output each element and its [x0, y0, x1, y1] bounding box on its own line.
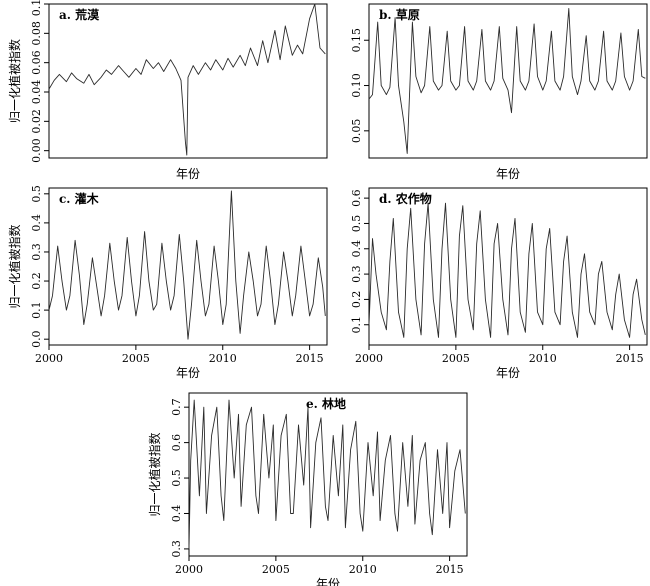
x-tick-label: 2000 — [35, 352, 63, 365]
series-line — [48, 190, 326, 340]
x-tick-label: 2010 — [529, 352, 557, 365]
y-tick-label: 0.06 — [30, 50, 43, 75]
x-tick-label: 2000 — [355, 352, 383, 365]
y-axis-title: 归一化植被指数 — [147, 432, 162, 516]
y-tick-label: 0.10 — [350, 73, 363, 98]
x-axis-title: 年份 — [496, 366, 520, 380]
series-line — [48, 3, 326, 156]
y-tick-label: 0.4 — [170, 505, 183, 523]
y-tick-label: 0.0 — [30, 330, 43, 348]
x-axis-title: 年份 — [496, 167, 520, 181]
series-line — [368, 8, 646, 154]
panel-b: 0.05 0.10 0.15 年份 b. 草原 — [350, 3, 648, 181]
y-tick-label: 0.3 — [30, 243, 43, 260]
panel-label: b. 草原 — [379, 7, 420, 22]
x-tick-label: 2015 — [436, 563, 464, 576]
y-tick-label: 0.3 — [170, 540, 183, 558]
panel-label: c. 灌木 — [59, 191, 100, 206]
y-tick-label: 0.4 — [350, 240, 363, 258]
y-tick-label: 0.7 — [170, 398, 183, 416]
y-tick-label: 0.2 — [350, 291, 363, 309]
x-axis-title: 年份 — [176, 167, 200, 181]
y-tick-label: 0.5 — [170, 469, 183, 487]
panel-d: 0.1 0.2 0.3 0.4 0.5 0.6 2000 2005 2010 2015 年份 d. 农… — [350, 187, 648, 380]
y-tick-label: 0.6 — [170, 434, 183, 452]
x-tick-label: 2005 — [122, 352, 150, 365]
y-axis-title: 归一化植被指数 — [7, 39, 22, 123]
x-axis-title: 年份 — [176, 366, 200, 380]
y-tick-label: 0.5 — [350, 215, 363, 233]
x-tick-label: 2005 — [442, 352, 470, 365]
plot-frame — [368, 187, 648, 346]
panel-label: a. 荒漠 — [59, 7, 100, 22]
y-tick-label: 0.4 — [30, 214, 43, 232]
panel-c: 0.0 0.1 0.2 0.3 0.4 0.5 2000 2005 2010 2015 年份 归一化植… — [7, 185, 328, 380]
y-axis-title: 归一化植被指数 — [7, 224, 22, 308]
x-tick-label: 2010 — [349, 563, 377, 576]
panel-label: d. 农作物 — [379, 191, 432, 206]
y-tick-label: 0.6 — [350, 189, 363, 207]
x-axis-title: 年份 — [316, 577, 340, 586]
y-tick-label: 0.2 — [30, 272, 43, 290]
panel-a: 0.00 0.02 0.04 0.06 0.08 0.10 年份 归一化植被指数 a. 荒漠 — [7, 0, 328, 181]
y-tick-label: 0.04 — [30, 80, 43, 105]
panel-e: 0.3 0.4 0.5 0.6 0.7 2000 2005 2010 2015 年份 归一化植被指数… — [147, 392, 468, 586]
y-tick-label: 0.02 — [30, 109, 43, 134]
x-tick-label: 2010 — [209, 352, 237, 365]
x-tick-label: 2015 — [296, 352, 324, 365]
y-tick-label: 0.10 — [30, 0, 43, 16]
panel-label: e. 林地 — [306, 396, 346, 411]
x-tick-label: 2000 — [175, 563, 203, 576]
y-tick-label: 0.15 — [350, 28, 363, 53]
plot-frame — [48, 187, 328, 346]
series-line — [368, 202, 646, 338]
y-tick-label: 0.1 — [30, 301, 43, 319]
y-tick-label: 0.05 — [350, 119, 363, 144]
plot-frame — [368, 3, 648, 159]
y-tick-label: 0.00 — [30, 138, 43, 163]
y-tick-label: 0.08 — [30, 21, 43, 46]
x-tick-label: 2005 — [262, 563, 290, 576]
y-tick-label: 0.5 — [30, 185, 43, 203]
series-line — [188, 399, 466, 549]
plot-frame — [188, 392, 468, 557]
plot-frame — [48, 3, 328, 159]
y-tick-label: 0.3 — [350, 265, 363, 283]
x-tick-label: 2015 — [616, 352, 644, 365]
y-tick-label: 0.1 — [350, 316, 363, 334]
